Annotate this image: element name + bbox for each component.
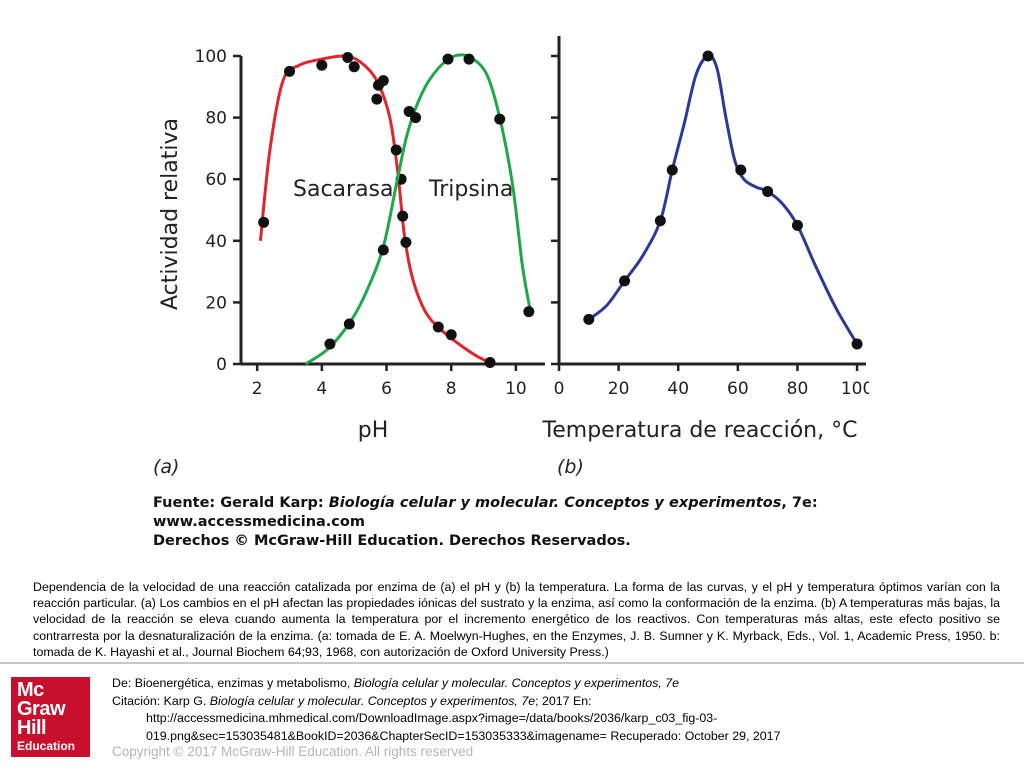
data-point-sacarasa-14 xyxy=(484,356,496,368)
x-tick-label: 100 xyxy=(841,379,869,399)
x-tick-label: 10 xyxy=(505,379,527,399)
source-line-1: Fuente: Gerald Karp: Biología celular y … xyxy=(153,494,853,513)
series-label-tripsina: Tripsina xyxy=(428,177,513,202)
logo-line-2: Graw xyxy=(17,698,66,720)
x-axis-label: Temperatura de reacción, °C xyxy=(542,418,858,443)
data-point-tripsina-8 xyxy=(523,306,535,318)
source-book-title: Biología celular y molecular. Conceptos … xyxy=(328,495,782,511)
series-curve-Tripsina xyxy=(304,53,532,366)
data-point-temperatura-5 xyxy=(735,164,747,176)
citation-line: Citación: Karp G. Biología celular y mol… xyxy=(112,693,992,711)
figure-caption: Dependencia de la velocidad de una reacc… xyxy=(33,580,1000,659)
data-point-tripsina-2 xyxy=(377,244,389,256)
data-point-temperatura-7 xyxy=(791,219,803,231)
data-point-sacarasa-13 xyxy=(445,329,457,341)
data-point-sacarasa-1 xyxy=(284,65,296,77)
data-point-sacarasa-2 xyxy=(316,59,328,71)
citation-suffix: ; 2017 En: xyxy=(535,693,592,708)
citation-prefix: Citación: Karp G. xyxy=(112,693,210,708)
data-point-tripsina-7 xyxy=(494,113,506,125)
x-tick-label: 8 xyxy=(446,379,457,399)
data-point-temperatura-0 xyxy=(583,313,595,325)
x-tick-label: 60 xyxy=(727,379,749,399)
data-point-tripsina-6 xyxy=(463,53,475,65)
data-point-temperatura-4 xyxy=(702,50,714,62)
data-point-sacarasa-3 xyxy=(342,52,354,64)
y-tick-label: 100 xyxy=(195,47,227,67)
source-line-3: Derechos © McGraw-Hill Education. Derech… xyxy=(153,533,631,549)
y-tick-label: 0 xyxy=(216,355,227,375)
citation-url-line-1[interactable]: http://accessmedicina.mhmedical.com/Down… xyxy=(146,711,718,725)
data-point-sacarasa-0 xyxy=(258,216,270,228)
citation-from-prefix: De: Bioenergética, enzimas y metabolismo… xyxy=(112,676,354,690)
data-point-temperatura-2 xyxy=(654,215,666,227)
logo-line-1: Mc xyxy=(17,679,44,701)
panel-label: (a) xyxy=(153,456,179,476)
footer-divider xyxy=(0,662,1024,664)
data-point-sacarasa-10 xyxy=(397,210,409,222)
y-tick-label: 60 xyxy=(205,170,227,190)
logo-line-3: Hill xyxy=(17,717,47,739)
citation-url-line-2[interactable]: 019.png&sec=153035481&BookID=2036&Chapte… xyxy=(146,728,781,743)
data-point-temperatura-3 xyxy=(666,164,678,176)
data-point-sacarasa-7 xyxy=(377,75,389,87)
data-point-sacarasa-4 xyxy=(348,61,360,73)
figure: 2 4 6 8 10 0 20 40 60 80 100 pH Actividad relativa (a… xyxy=(145,36,869,552)
citation-from-title: Biología celular y molecular. Conceptos … xyxy=(353,676,680,690)
x-tick-label: 40 xyxy=(667,379,689,399)
data-point-tripsina-4 xyxy=(410,112,422,124)
data-point-temperatura-1 xyxy=(619,275,631,287)
citation-from: De: Bioenergética, enzimas y metabolismo… xyxy=(112,675,992,693)
data-point-tripsina-1 xyxy=(343,318,355,330)
data-point-temperatura-8 xyxy=(851,338,863,350)
figure-source: Fuente: Gerald Karp: Biología celular y … xyxy=(153,494,853,551)
panel-label: (b) xyxy=(557,456,584,476)
y-tick-label: 80 xyxy=(205,109,227,129)
data-point-temperatura-6 xyxy=(762,186,774,198)
x-tick-label: 4 xyxy=(316,379,327,399)
x-tick-label: 0 xyxy=(554,379,565,399)
series-curve-temperatura xyxy=(587,54,859,345)
y-tick-label: 40 xyxy=(205,232,227,252)
data-point-sacarasa-11 xyxy=(400,236,412,248)
x-tick-label: 80 xyxy=(787,379,809,399)
data-point-sacarasa-12 xyxy=(432,321,444,333)
mcgraw-hill-logo: Mc Graw Hill Education xyxy=(11,677,90,757)
data-point-sacarasa-5 xyxy=(371,93,383,105)
source-line-2: www.accessmedicina.com xyxy=(153,514,365,530)
citation-title: Biología celular y molecular. Conceptos … xyxy=(209,693,536,708)
x-axis-label: pH xyxy=(358,418,389,443)
data-point-tripsina-5 xyxy=(442,53,454,65)
source-prefix: Fuente: Gerald Karp: xyxy=(153,495,329,511)
y-axis-label: Actividad relativa xyxy=(158,118,183,310)
citation-block: De: Bioenergética, enzimas y metabolismo… xyxy=(112,675,992,745)
data-point-sacarasa-8 xyxy=(390,144,402,156)
x-tick-label: 2 xyxy=(252,379,263,399)
x-tick-label: 6 xyxy=(381,379,392,399)
data-point-tripsina-0 xyxy=(324,338,336,350)
series-label-sacarasa: Sacarasa xyxy=(293,177,394,202)
source-suffix: , 7e: xyxy=(781,495,818,511)
x-tick-label: 20 xyxy=(608,379,630,399)
y-tick-label: 20 xyxy=(205,293,227,313)
logo-line-4: Education xyxy=(17,739,76,753)
copyright-notice: Copyright © 2017 McGraw-Hill Education. … xyxy=(112,744,474,759)
